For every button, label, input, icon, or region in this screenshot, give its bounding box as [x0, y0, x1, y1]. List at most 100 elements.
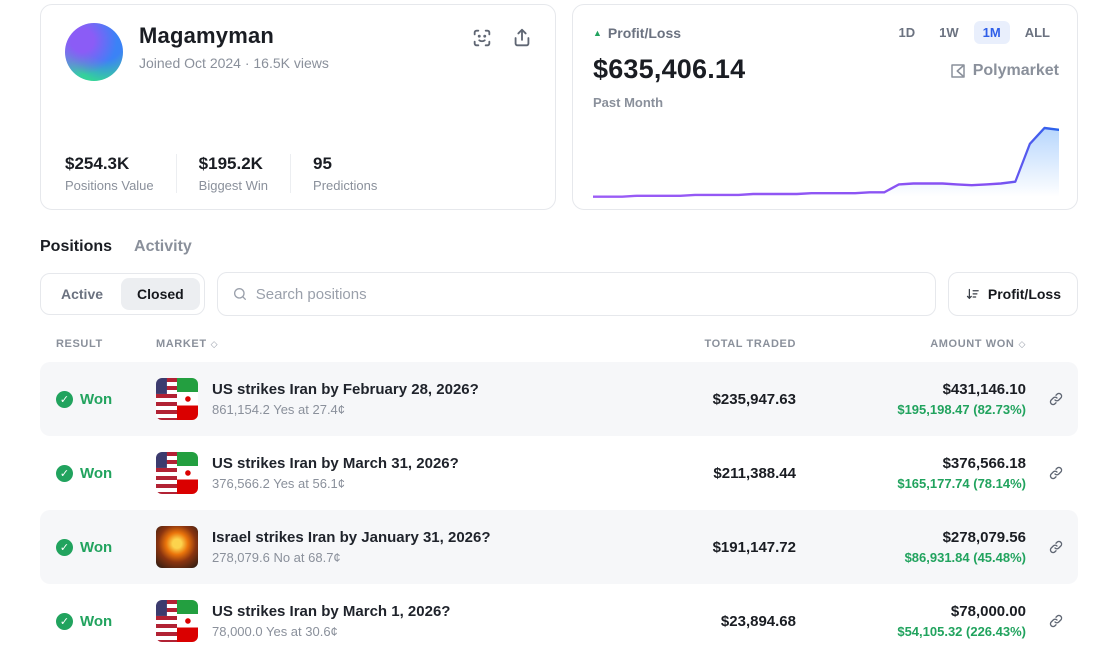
tab-activity[interactable]: Activity: [134, 238, 192, 255]
segment-active[interactable]: Active: [61, 286, 104, 302]
total-traded: $211,388.44: [713, 464, 796, 482]
header-amount-won[interactable]: AMOUNT WON ◇: [930, 338, 1026, 350]
sort-diamond-icon: ◇: [210, 338, 219, 349]
amount-won: $78,000.00: [950, 603, 1026, 620]
sort-diamond-icon: ◇: [1018, 338, 1026, 349]
result-label: Won: [80, 390, 113, 408]
market-detail: 78,000.0 Yes at 30.6¢: [212, 624, 338, 639]
table-row[interactable]: ✓ Won US strikes Iran by February 28, 20…: [40, 362, 1078, 436]
won-check-icon: ✓: [56, 538, 73, 556]
sort-icon: [966, 288, 979, 299]
market-title: US strikes Iran by March 31, 2026?: [212, 455, 459, 472]
amount-won: $278,079.56: [942, 529, 1026, 546]
section-tabs: Positions Activity: [40, 238, 1078, 256]
total-traded: $191,147.72: [712, 538, 796, 556]
polymarket-brand: Polymarket: [949, 62, 1059, 80]
filter-bar: Active Closed Profit/Loss: [40, 272, 1078, 316]
amount-won-cell: $376,566.18 $165,177.74 (78.14%): [796, 455, 1026, 491]
market-title: US strikes Iran by February 28, 2026?: [212, 381, 479, 398]
stat-label: Positions Value: [65, 178, 154, 193]
pnl-area-fill: [593, 128, 1059, 209]
market-cell: US strikes Iran by March 31, 2026? 376,5…: [156, 452, 626, 494]
pnl-card: ▲ Profit/Loss 1D 1W 1M ALL $635,406.14 P…: [572, 4, 1078, 210]
pnl-value: $635,406.14: [593, 54, 746, 84]
header-market[interactable]: MARKET ◇: [156, 338, 219, 350]
positions-table-header: RESULT MARKET ◇ TOTAL TRADED AMOUNT WON …: [40, 338, 1078, 362]
result-label: Won: [80, 464, 113, 482]
total-traded: $235,947.63: [712, 390, 796, 408]
total-traded: $23,894.68: [720, 612, 796, 630]
positions-table-body: ✓ Won US strikes Iran by February 28, 20…: [40, 362, 1078, 658]
link-icon[interactable]: [1042, 607, 1070, 635]
won-check-icon: ✓: [56, 390, 73, 408]
table-row[interactable]: ✓ Won US strikes Iran by March 1, 2026? …: [40, 584, 1078, 658]
market-image: [156, 452, 198, 494]
search-icon: [233, 288, 246, 300]
result-cell: ✓ Won: [56, 612, 156, 630]
pnl-label: Profit/Loss: [607, 24, 682, 41]
scan-icon[interactable]: [471, 27, 493, 49]
market-image: [156, 378, 198, 420]
pnl-line: [593, 126, 1059, 198]
profit-detail: $86,931.84 (45.48%): [904, 550, 1026, 565]
polymarket-logo-icon: [950, 64, 965, 78]
table-row[interactable]: ✓ Won US strikes Iran by March 31, 2026?…: [40, 436, 1078, 510]
market-cell: US strikes Iran by March 1, 2026? 78,000…: [156, 600, 626, 642]
link-icon[interactable]: [1042, 533, 1070, 561]
market-detail: 278,079.6 No at 68.7¢: [212, 550, 341, 565]
pnl-period: Past Month: [593, 95, 664, 110]
link-icon[interactable]: [1042, 459, 1070, 487]
avatar: [65, 23, 123, 81]
status-segmented-control: Active Closed: [40, 273, 205, 315]
stat-predictions: 95 Predictions: [290, 154, 399, 193]
amount-won-cell: $78,000.00 $54,105.32 (226.43%): [796, 603, 1026, 639]
market-title: US strikes Iran by March 1, 2026?: [212, 603, 451, 620]
amount-won: $431,146.10: [942, 381, 1026, 398]
market-detail: 861,154.2 Yes at 27.4¢: [212, 402, 346, 417]
range-1m[interactable]: 1M: [973, 21, 1010, 44]
profile-name: Magamyman: [139, 23, 275, 48]
tab-positions[interactable]: Positions: [40, 238, 113, 255]
stat-value: $254.3K: [65, 154, 130, 173]
result-cell: ✓ Won: [56, 390, 156, 408]
range-switcher: 1D 1W 1M ALL: [890, 21, 1059, 44]
share-icon[interactable]: [511, 27, 533, 49]
amount-won: $376,566.18: [942, 455, 1026, 472]
stat-value: $195.2K: [198, 154, 263, 173]
trend-up-icon: ▲: [593, 27, 602, 38]
market-detail: 376,566.2 Yes at 56.1¢: [212, 476, 346, 491]
sort-profit-loss-button[interactable]: Profit/Loss: [947, 272, 1078, 316]
link-icon[interactable]: [1042, 385, 1070, 413]
sort-button-label: Profit/Loss: [987, 286, 1061, 302]
range-all[interactable]: ALL: [1024, 25, 1050, 40]
range-1w[interactable]: 1W: [939, 25, 959, 40]
profile-joined: Joined Oct 2024 · 16.5K views: [139, 55, 329, 71]
range-1d[interactable]: 1D: [898, 25, 916, 40]
search-input[interactable]: [255, 285, 921, 303]
header-result: RESULT: [56, 338, 103, 350]
profile-card: Magamyman Joined Oct 2024 · 16.5K views: [40, 4, 556, 210]
profit-detail: $54,105.32 (226.43%): [897, 624, 1026, 639]
amount-won-cell: $431,146.10 $195,198.47 (82.73%): [796, 381, 1026, 417]
profile-stats: $254.3K Positions Value $195.2K Biggest …: [65, 154, 533, 193]
stat-label: Biggest Win: [198, 178, 269, 193]
segment-closed[interactable]: Closed: [121, 278, 200, 310]
result-cell: ✓ Won: [56, 538, 156, 556]
market-cell: US strikes Iran by February 28, 2026? 86…: [156, 378, 626, 420]
result-label: Won: [80, 538, 113, 556]
result-label: Won: [80, 612, 113, 630]
market-image: [156, 526, 198, 568]
profit-detail: $195,198.47 (82.73%): [897, 402, 1026, 417]
amount-won-cell: $278,079.56 $86,931.84 (45.48%): [796, 529, 1026, 565]
top-cards: Magamyman Joined Oct 2024 · 16.5K views: [40, 4, 1078, 210]
result-cell: ✓ Won: [56, 464, 156, 482]
header-total-traded: TOTAL TRADED: [704, 338, 796, 350]
stat-value: 95: [313, 154, 332, 173]
stat-positions-value: $254.3K Positions Value: [65, 154, 176, 193]
search-box: [216, 272, 936, 316]
stat-label: Predictions: [313, 178, 378, 193]
market-cell: Israel strikes Iran by January 31, 2026?…: [156, 526, 626, 568]
market-title: Israel strikes Iran by January 31, 2026?: [212, 529, 491, 546]
table-row[interactable]: ✓ Won Israel strikes Iran by January 31,…: [40, 510, 1078, 584]
